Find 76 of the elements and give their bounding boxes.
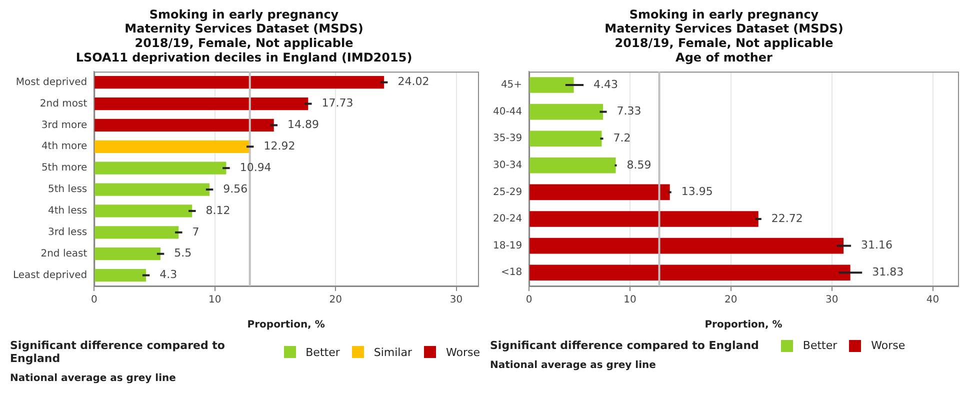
data-label: 7.2 [613, 131, 631, 144]
bar [530, 158, 616, 174]
data-label: 22.72 [771, 212, 803, 225]
y-tick-label: 5th more [41, 162, 88, 174]
y-tick-label: 40-44 [492, 106, 522, 118]
bar [94, 140, 250, 153]
data-label: 5.5 [174, 246, 192, 260]
data-label: 4.3 [160, 268, 178, 282]
data-label: 12.92 [264, 140, 296, 152]
y-tick-label: 2nd least [40, 248, 88, 260]
data-label: 8.59 [626, 158, 652, 172]
bar [530, 211, 758, 227]
x-tick-label: 0 [526, 294, 532, 306]
legend-label: Worse [446, 346, 480, 358]
legend-label: Worse [871, 339, 906, 352]
legend-label: Better [306, 346, 340, 358]
y-tick-label: 45+ [500, 80, 522, 91]
bar [94, 76, 384, 89]
chart-title: Smoking in early pregnancy Maternity Services Dataset (MSDS) 2018/19, Female, Not applicable LSOA11 deprivation deciles in England (IMD2015) [76, 7, 412, 65]
y-tick-label: 5th less [48, 184, 88, 196]
x-tick-label: 10 [624, 294, 636, 306]
bar [94, 226, 179, 239]
y-tick-label: 3rd more [41, 120, 88, 131]
y-tick-label: Most deprived [16, 76, 88, 88]
data-label: 31.83 [872, 265, 904, 278]
bar [530, 77, 574, 93]
y-tick-label: 35-39 [492, 133, 522, 144]
x-tick-label: 30 [450, 294, 463, 306]
bar [530, 184, 670, 200]
y-tick-label: 2nd most [40, 98, 88, 110]
y-tick-label: 4th less [48, 206, 88, 217]
bar [530, 264, 850, 280]
y-tick-label: 20-24 [492, 214, 522, 225]
bar [530, 130, 602, 146]
x-tick-label: 10 [208, 294, 222, 306]
text: National average as grey line [490, 360, 657, 371]
bar [94, 162, 226, 174]
x-axis-title: Proportion, % [247, 320, 325, 331]
y-tick-label: Least deprived [13, 270, 88, 281]
legend-label: Better [802, 339, 838, 352]
y-tick-label: 3rd less [48, 226, 88, 238]
data-label: 13.95 [681, 185, 713, 198]
bar [94, 97, 308, 110]
bar [530, 104, 604, 120]
chart-title: Smoking in early pregnancy Maternity Services Dataset (MSDS) 2018/19, Female, Not applicable Age of mother [604, 7, 844, 65]
data-label: 14.89 [288, 118, 319, 132]
y-tick-label: 4th more [41, 141, 88, 152]
y-tick-label: 18-19 [492, 240, 522, 252]
y-tick-label: <18 [500, 267, 522, 278]
bar [94, 183, 210, 196]
data-label: 31.16 [861, 238, 893, 252]
bar [94, 118, 274, 132]
x-axis-title: Proportion, % [704, 320, 782, 331]
x-tick-label: 20 [724, 294, 738, 306]
data-label: 4.43 [594, 78, 618, 91]
data-label: 17.73 [322, 96, 354, 110]
x-tick-label: 30 [825, 294, 838, 306]
y-tick-label: 30-34 [492, 160, 522, 171]
y-tick-label: 25-29 [492, 186, 522, 198]
data-label: 7 [192, 225, 200, 238]
data-label: 8.12 [206, 204, 230, 217]
bar [94, 268, 146, 282]
x-tick-label: 20 [329, 294, 342, 306]
data-label: 9.56 [223, 182, 248, 196]
legend-title: Significant difference compared to England [10, 339, 226, 365]
bar [94, 248, 161, 260]
data-label: 10.94 [240, 160, 272, 174]
x-tick-label: 40 [926, 294, 940, 306]
data-label: 24.02 [398, 75, 430, 88]
legend-label: Similar [374, 346, 412, 358]
text: National average as grey line [10, 373, 177, 384]
bar [94, 204, 192, 218]
x-tick-label: 0 [90, 294, 98, 306]
data-label: 7.33 [616, 104, 642, 118]
legend-title: Significant difference compared to England [490, 339, 759, 352]
bar [530, 238, 844, 254]
